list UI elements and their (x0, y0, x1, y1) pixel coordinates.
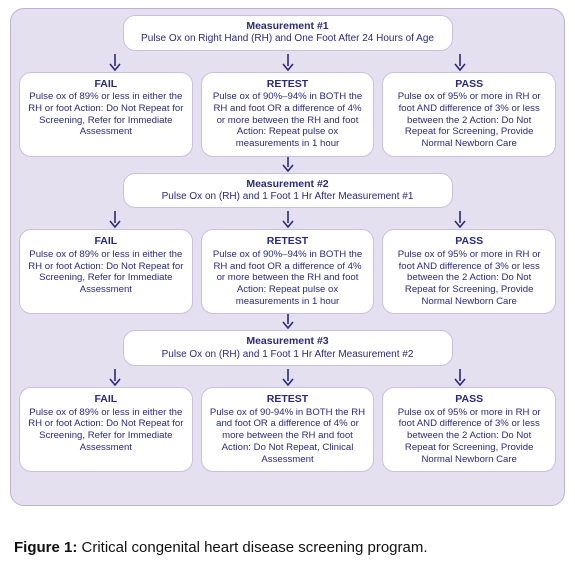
caption-text: Critical congenital heart disease screen… (77, 539, 427, 556)
pass-box-3: PASS Pulse ox of 95% or more in RH or fo… (382, 387, 556, 472)
arrow-single-2 (19, 314, 556, 330)
measurement-2-subtitle: Pulse Ox on (RH) and 1 Foot 1 Hr After M… (132, 191, 444, 204)
row-3-cells: FAIL Pulse ox of 89% or less in either t… (19, 387, 556, 472)
row-1-cells: FAIL Pulse ox of 89% or less in either t… (19, 72, 556, 157)
pass-box-1: PASS Pulse ox of 95% or more in RH or fo… (382, 72, 556, 157)
retest-head: RETEST (209, 235, 367, 248)
arrow-row-2 (19, 211, 556, 229)
measurement-1-subtitle: Pulse Ox on Right Hand (RH) and One Foot… (132, 33, 444, 46)
retest-box-2: RETEST Pulse ox of 90%–94% in BOTH the R… (201, 229, 375, 314)
figure-caption: Figure 1: Critical congenital heart dise… (14, 539, 428, 556)
retest-head: RETEST (209, 78, 367, 91)
arrow-down-icon (282, 369, 294, 387)
arrow-down-icon (454, 54, 466, 72)
pass-head: PASS (390, 78, 548, 91)
flowchart-panel: Measurement #1 Pulse Ox on Right Hand (R… (10, 8, 565, 506)
pass-body: Pulse ox of 95% or more in RH or foot AN… (390, 91, 548, 150)
measurement-3-title: Measurement #3 (132, 335, 444, 348)
retest-box-3: RETEST Pulse ox of 90-94% in BOTH the RH… (201, 387, 375, 472)
arrow-down-icon (282, 211, 294, 229)
pass-head: PASS (390, 235, 548, 248)
fail-head: FAIL (27, 78, 185, 91)
arrow-down-icon (109, 211, 121, 229)
measurement-2-title: Measurement #2 (132, 178, 444, 191)
measurement-3-box: Measurement #3 Pulse Ox on (RH) and 1 Fo… (123, 330, 453, 366)
row-2-cells: FAIL Pulse ox of 89% or less in either t… (19, 229, 556, 314)
retest-head: RETEST (209, 393, 367, 406)
measurement-2-box: Measurement #2 Pulse Ox on (RH) and 1 Fo… (123, 173, 453, 209)
arrow-down-icon (282, 314, 294, 330)
arrow-down-icon (109, 369, 121, 387)
fail-head: FAIL (27, 235, 185, 248)
caption-label: Figure 1: (14, 539, 77, 556)
arrow-row-3 (19, 369, 556, 387)
measurement-1-box: Measurement #1 Pulse Ox on Right Hand (R… (123, 15, 453, 51)
pass-head: PASS (390, 393, 548, 406)
measurement-3-subtitle: Pulse Ox on (RH) and 1 Foot 1 Hr After M… (132, 349, 444, 362)
arrow-down-icon (109, 54, 121, 72)
fail-box-1: FAIL Pulse ox of 89% or less in either t… (19, 72, 193, 157)
arrow-down-icon (454, 211, 466, 229)
retest-box-1: RETEST Pulse ox of 90%–94% in BOTH the R… (201, 72, 375, 157)
arrow-down-icon (282, 157, 294, 173)
fail-body: Pulse ox of 89% or less in either the RH… (27, 91, 185, 138)
pass-box-2: PASS Pulse ox of 95% or more in RH or fo… (382, 229, 556, 314)
fail-body: Pulse ox of 89% or less in either the RH… (27, 407, 185, 454)
arrow-down-icon (454, 369, 466, 387)
arrow-single-1 (19, 157, 556, 173)
fail-body: Pulse ox of 89% or less in either the RH… (27, 249, 185, 296)
retest-body: Pulse ox of 90%–94% in BOTH the RH and f… (209, 91, 367, 150)
fail-box-2: FAIL Pulse ox of 89% or less in either t… (19, 229, 193, 314)
pass-body: Pulse ox of 95% or more in RH or foot AN… (390, 407, 548, 466)
fail-box-3: FAIL Pulse ox of 89% or less in either t… (19, 387, 193, 472)
fail-head: FAIL (27, 393, 185, 406)
retest-body: Pulse ox of 90%–94% in BOTH the RH and f… (209, 249, 367, 308)
arrow-row-1 (19, 54, 556, 72)
pass-body: Pulse ox of 95% or more in RH or foot AN… (390, 249, 548, 308)
measurement-1-title: Measurement #1 (132, 20, 444, 33)
arrow-down-icon (282, 54, 294, 72)
retest-body: Pulse ox of 90-94% in BOTH the RH and fo… (209, 407, 367, 466)
